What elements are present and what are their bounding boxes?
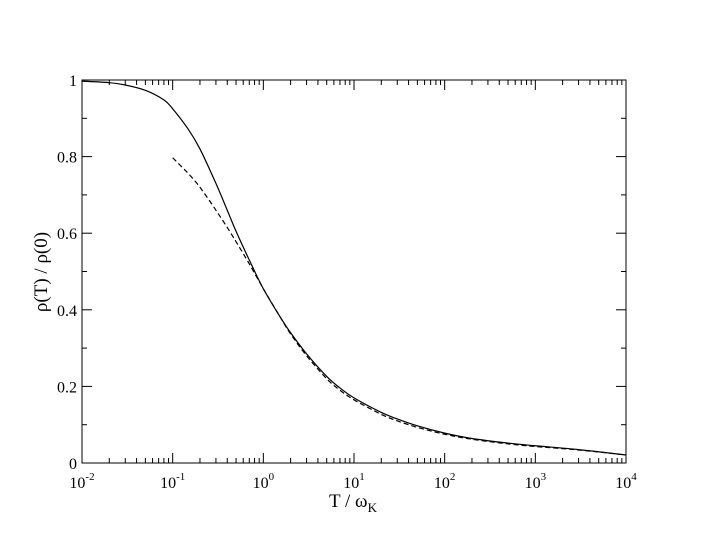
x-tick-label: 103	[525, 471, 547, 492]
x-tick-label: 104	[615, 471, 637, 492]
x-tick-label: 101	[343, 471, 365, 492]
x-axis-label: T / ωK	[329, 491, 378, 515]
series-solid-line	[81, 80, 627, 456]
x-tick-label: 10-2	[69, 471, 94, 492]
ticks	[81, 79, 627, 464]
y-axis-label: ρ(T) / ρ(0)	[31, 232, 52, 312]
x-tick-label: 100	[253, 471, 275, 492]
y-tick-label: 0.4	[57, 303, 77, 320]
series-dashed-line	[172, 157, 627, 456]
tick-labels: 10-2 10-1 100 101 102 103 104 0 0.2 0.4 0.6 0.8 1	[57, 73, 637, 492]
y-tick-label: 0.8	[57, 150, 77, 167]
x-tick-label: 10-1	[160, 471, 185, 492]
series-group	[81, 80, 627, 456]
y-tick-label: 0.2	[57, 379, 77, 396]
y-tick-label: 0.6	[57, 226, 77, 243]
x-tick-label: 102	[434, 471, 456, 492]
y-tick-label: 0	[69, 456, 77, 473]
plot-frame	[81, 79, 627, 464]
y-tick-label: 1	[69, 73, 77, 90]
